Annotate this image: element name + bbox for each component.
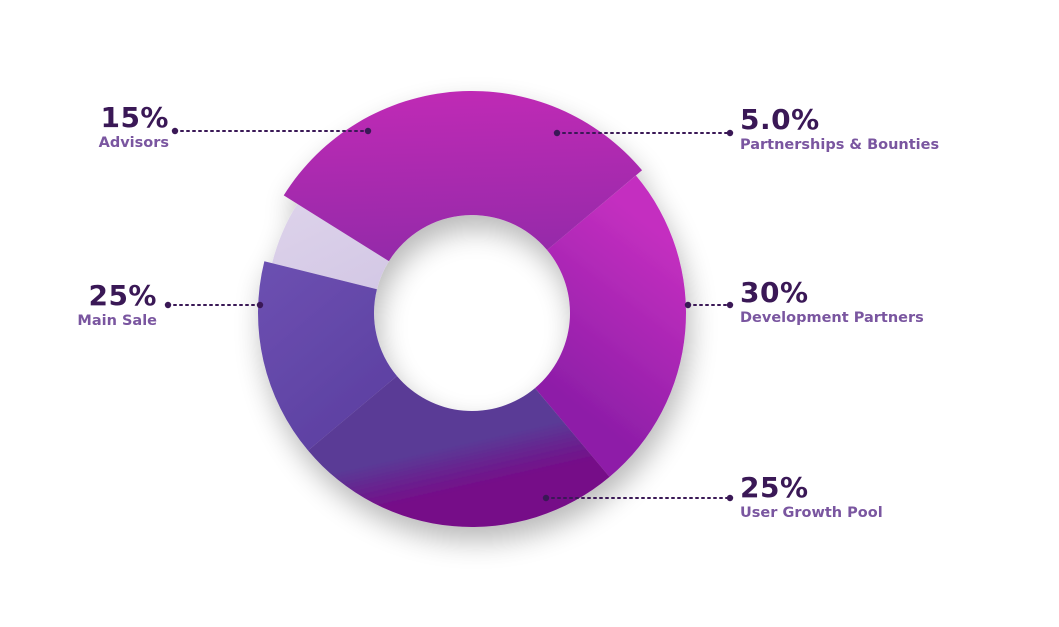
leader-dot-development-end [726, 301, 734, 309]
leader-dot-development-start [684, 301, 692, 309]
leader-dot-user-growth-end [726, 494, 734, 502]
slice-label-main-sale: Main Sale [77, 313, 157, 329]
leader-dot-advisors-start [171, 127, 179, 135]
leader-dot-main-sale-start [164, 301, 172, 309]
callout-user-growth: 25% User Growth Pool [740, 472, 1000, 522]
leader-dot-main-sale-end [256, 301, 264, 309]
donut-slices [258, 91, 687, 527]
leader-dot-partnerships-start [553, 129, 561, 137]
slice-label-partnerships: Partnerships & Bounties [740, 137, 940, 153]
slice-percent-partnerships: 5.0% [740, 103, 820, 136]
donut-slice-development [283, 91, 643, 262]
slice-label-user-growth: User Growth Pool [740, 505, 883, 521]
leader-dot-user-growth-start [542, 494, 550, 502]
callout-development: 30% Development Partners [740, 277, 1000, 327]
donut-slice-partnerships [272, 203, 389, 290]
leader-dot-advisors-end [364, 127, 372, 135]
slice-percent-main-sale: 25% [88, 279, 157, 312]
slice-label-development: Development Partners [740, 310, 924, 326]
leader-lines [164, 127, 734, 502]
slice-percent-advisors: 15% [100, 101, 169, 134]
callout-partnerships: 5.0% Partnerships & Bounties [740, 104, 1000, 154]
donut-slice-main-sale [308, 375, 610, 527]
slice-percent-development: 30% [740, 276, 809, 309]
leader-dot-partnerships-end [726, 129, 734, 137]
slice-label-advisors: Advisors [98, 135, 169, 151]
donut-slice-advisors [258, 261, 397, 451]
callout-advisors: 15% Advisors [0, 102, 169, 152]
slice-percent-user-growth: 25% [740, 471, 809, 504]
donut-slice-user-growth [534, 175, 687, 477]
callout-main-sale: 25% Main Sale [0, 280, 157, 330]
